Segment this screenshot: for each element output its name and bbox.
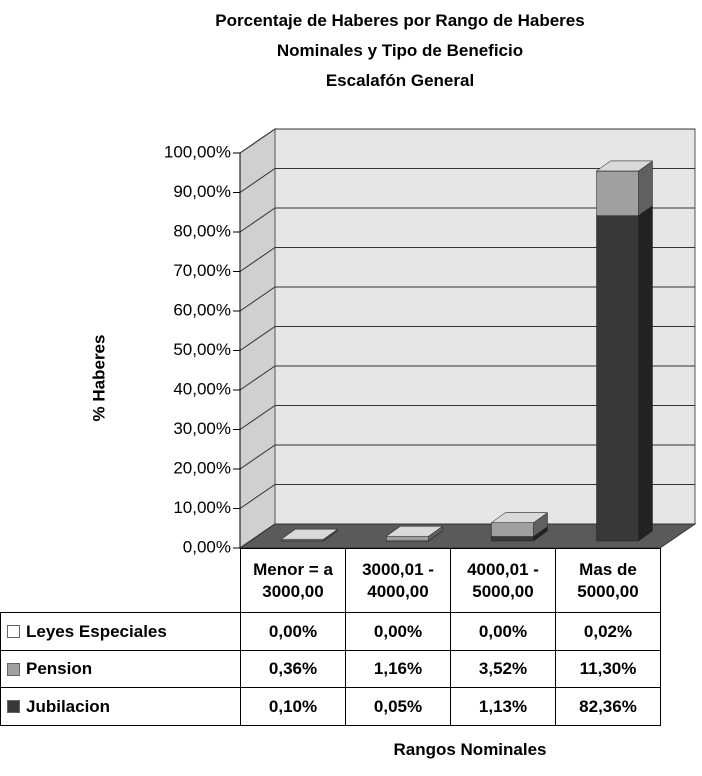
y-tick-label: 100,00% [164,142,231,161]
x-axis-title: Rangos Nominales [393,740,547,759]
bar-top [280,528,339,540]
y-tick-label: 70,00% [173,261,231,280]
chart-subtitle: Escalafón General [325,71,475,90]
data-table-value: 1,13% [450,687,556,726]
y-tick-label: 30,00% [173,419,231,438]
chart-title: Porcentaje de Haberes por Rango de Haber… [215,11,585,60]
grid-line [239,326,695,351]
y-axis-title: % Haberes [89,335,108,422]
bar-top [595,160,654,172]
legend-label: Leyes Especiales [26,621,167,641]
bar [596,170,639,216]
legend-swatch [7,662,20,676]
category-label: Mas de 5000,00 [555,548,661,613]
data-table-value: 82,36% [555,687,661,726]
y-tick-label: 20,00% [173,458,231,477]
grid-line [239,444,695,470]
y-tick-label: 0,00% [183,537,231,556]
bar [386,535,429,542]
data-table-value: 0,05% [345,687,451,726]
category-label: 3000,01 - 4000,00 [345,548,451,613]
bar [491,536,534,542]
bar [491,522,534,537]
bar-top [385,525,444,537]
data-table-value: 0,00% [240,612,346,651]
grid-line [239,207,695,233]
grid-line [239,128,695,154]
legend-label: Jubilacion [26,696,111,716]
data-table-value: 0,10% [240,687,346,726]
bar-top [490,512,549,523]
grid-line [239,523,695,549]
grid-line [239,286,695,312]
bar [596,215,639,542]
grid-line [239,168,695,193]
grid-line [239,365,695,391]
category-label: 4000,01 - 5000,00 [450,548,556,613]
legend-cell: Jubilacion [0,687,241,726]
grid-line [239,484,695,509]
data-table-value: 0,00% [450,612,556,651]
category-label: Menor = a 3000,00 [240,548,346,613]
legend-cell: Pension [0,650,241,688]
bar-side [638,205,653,542]
legend-label: Pension [26,659,93,678]
grid-line [239,405,695,430]
legend-cell: Leyes Especiales [0,612,241,651]
data-table-value: 11,30% [555,650,661,688]
legend-swatch [7,700,20,713]
y-tick-label: 90,00% [173,182,231,201]
grid-line [239,247,695,272]
legend-swatch [7,625,20,638]
y-tick-label: 40,00% [173,379,231,398]
y-tick-label: 10,00% [173,498,231,517]
data-table-value: 0,00% [345,612,451,651]
y-tick-label: 80,00% [173,221,231,240]
data-table-value: 3,52% [450,650,556,688]
y-tick-label: 50,00% [173,340,231,359]
y-tick-label: 60,00% [173,300,231,319]
data-table-value: 0,36% [240,650,346,688]
data-table-value: 1,16% [345,650,451,688]
data-table-value: 0,02% [555,612,661,651]
